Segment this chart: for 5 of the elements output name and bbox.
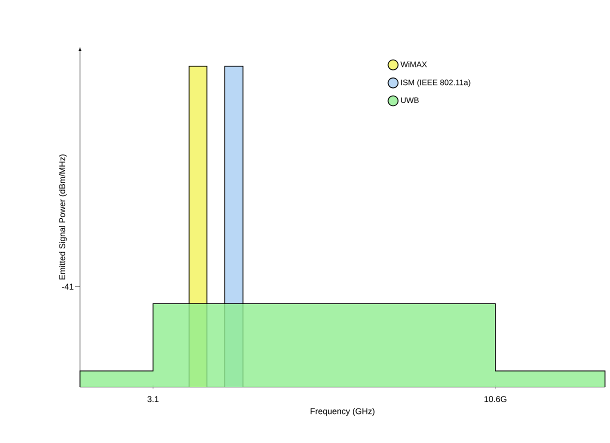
text: -41: [62, 284, 74, 290]
x-axis-title: Frequency (GHz): [310, 408, 374, 416]
x-tick-label: 3.1: [147, 396, 159, 402]
y-axis-title: Emitted Signal Power (dBm/MHz): [58, 154, 67, 280]
x-tick-label: 10.6G: [484, 396, 506, 402]
